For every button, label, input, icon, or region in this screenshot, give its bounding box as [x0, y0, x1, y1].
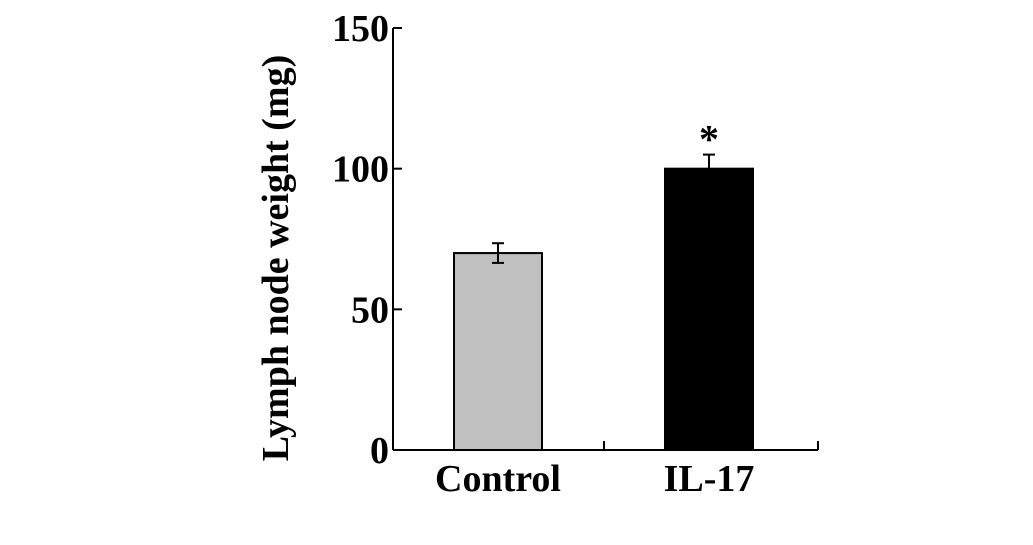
bars: [453, 167, 754, 452]
x-tick-label: Control: [435, 458, 561, 500]
y-tick-label: 100: [332, 149, 389, 191]
y-tick-label: 0: [370, 430, 389, 472]
error-bars: [492, 153, 715, 264]
x-tick-label: IL-17: [664, 458, 755, 500]
bar-control: [453, 252, 543, 451]
y-tick-label: 150: [332, 8, 389, 50]
y-tick-label: 50: [351, 289, 389, 331]
bar-il-17: [664, 167, 754, 452]
y-axis-label: Lymph node weight (mg): [255, 55, 297, 461]
significance-marker: *: [699, 117, 719, 162]
labels: 0 50 100 150 Control IL-17 *: [332, 8, 754, 500]
